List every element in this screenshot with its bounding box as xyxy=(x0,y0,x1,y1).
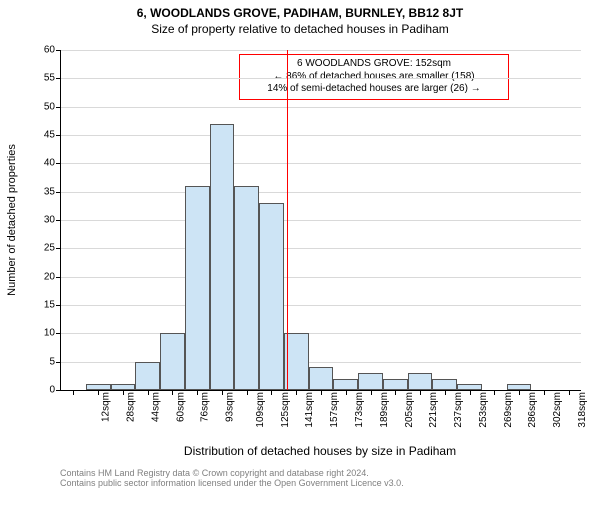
histogram-bar xyxy=(309,367,334,390)
chart-container: 6, WOODLANDS GROVE, PADIHAM, BURNLEY, BB… xyxy=(0,6,600,506)
histogram-bar xyxy=(507,384,532,390)
xtick-mark xyxy=(98,390,99,395)
histogram-bar xyxy=(111,384,136,390)
xtick-label: 141sqm xyxy=(299,392,316,428)
ytick-label: 35 xyxy=(44,186,61,197)
ytick-label: 40 xyxy=(44,158,61,169)
histogram-bar xyxy=(432,379,457,390)
xtick-label: 12sqm xyxy=(95,392,112,422)
histogram-bar xyxy=(135,362,160,390)
footer-line2: Contains public sector information licen… xyxy=(60,478,404,488)
annotation-line3: 14% of semi-detached houses are larger (… xyxy=(246,83,502,96)
xtick-mark xyxy=(395,390,396,395)
xtick-label: 125sqm xyxy=(274,392,291,428)
xtick-label: 205sqm xyxy=(398,392,415,428)
ytick-label: 50 xyxy=(44,101,61,112)
ytick-label: 10 xyxy=(44,328,61,339)
xtick-mark xyxy=(197,390,198,395)
footer-attribution: Contains HM Land Registry data © Crown c… xyxy=(60,468,404,488)
xtick-mark xyxy=(494,390,495,395)
histogram-bar xyxy=(259,203,284,390)
xtick-label: 189sqm xyxy=(373,392,390,428)
annotation-line1: 6 WOODLANDS GROVE: 152sqm xyxy=(246,58,502,71)
gridline xyxy=(61,248,581,249)
xtick-mark xyxy=(569,390,570,395)
histogram-bar xyxy=(86,384,111,390)
xtick-label: 28sqm xyxy=(120,392,137,422)
ytick-label: 5 xyxy=(49,356,61,367)
y-axis-title: Number of detached properties xyxy=(6,144,18,296)
xtick-label: 157sqm xyxy=(323,392,340,428)
xtick-mark xyxy=(445,390,446,395)
histogram-bar xyxy=(358,373,383,390)
gridline xyxy=(61,220,581,221)
ytick-label: 0 xyxy=(49,385,61,396)
gridline xyxy=(61,78,581,79)
xtick-mark xyxy=(519,390,520,395)
xtick-mark xyxy=(73,390,74,395)
reference-line xyxy=(287,50,288,390)
histogram-bar xyxy=(457,384,482,390)
histogram-bar xyxy=(408,373,433,390)
xtick-label: 302sqm xyxy=(546,392,563,428)
histogram-bar xyxy=(234,186,259,390)
gridline xyxy=(61,135,581,136)
plot-area: 6 WOODLANDS GROVE: 152sqm ← 86% of detac… xyxy=(60,50,581,391)
xtick-label: 286sqm xyxy=(521,392,538,428)
gridline xyxy=(61,163,581,164)
gridline xyxy=(61,333,581,334)
x-axis-title: Distribution of detached houses by size … xyxy=(60,444,580,458)
chart-title: 6, WOODLANDS GROVE, PADIHAM, BURNLEY, BB… xyxy=(0,6,600,20)
ytick-label: 30 xyxy=(44,215,61,226)
gridline xyxy=(61,192,581,193)
gridline xyxy=(61,50,581,51)
xtick-mark xyxy=(420,390,421,395)
histogram-bar xyxy=(333,379,358,390)
xtick-mark xyxy=(247,390,248,395)
xtick-mark xyxy=(470,390,471,395)
histogram-bar xyxy=(185,186,210,390)
xtick-mark xyxy=(346,390,347,395)
xtick-mark xyxy=(172,390,173,395)
ytick-label: 55 xyxy=(44,73,61,84)
histogram-bar xyxy=(160,333,185,390)
ytick-label: 20 xyxy=(44,271,61,282)
xtick-label: 109sqm xyxy=(249,392,266,428)
xtick-label: 318sqm xyxy=(571,392,588,428)
gridline xyxy=(61,305,581,306)
xtick-label: 173sqm xyxy=(348,392,365,428)
xtick-label: 253sqm xyxy=(472,392,489,428)
xtick-label: 93sqm xyxy=(219,392,236,422)
xtick-mark xyxy=(371,390,372,395)
xtick-label: 44sqm xyxy=(144,392,161,422)
xtick-mark xyxy=(321,390,322,395)
histogram-bar xyxy=(210,124,235,390)
chart-subtitle: Size of property relative to detached ho… xyxy=(0,22,600,36)
xtick-label: 60sqm xyxy=(169,392,186,422)
xtick-label: 334sqm xyxy=(596,392,600,428)
ytick-label: 60 xyxy=(44,45,61,56)
xtick-label: 221sqm xyxy=(422,392,439,428)
xtick-label: 269sqm xyxy=(497,392,514,428)
xtick-mark xyxy=(544,390,545,395)
gridline xyxy=(61,107,581,108)
ytick-label: 15 xyxy=(44,300,61,311)
gridline xyxy=(61,277,581,278)
ytick-label: 45 xyxy=(44,130,61,141)
xtick-mark xyxy=(148,390,149,395)
xtick-label: 76sqm xyxy=(194,392,211,422)
xtick-mark xyxy=(271,390,272,395)
xtick-mark xyxy=(296,390,297,395)
xtick-label: 237sqm xyxy=(447,392,464,428)
histogram-bar xyxy=(383,379,408,390)
annotation-line2: ← 86% of detached houses are smaller (15… xyxy=(246,71,502,84)
annotation-box: 6 WOODLANDS GROVE: 152sqm ← 86% of detac… xyxy=(239,54,509,100)
ytick-label: 25 xyxy=(44,243,61,254)
footer-line1: Contains HM Land Registry data © Crown c… xyxy=(60,468,404,478)
xtick-mark xyxy=(222,390,223,395)
xtick-mark xyxy=(123,390,124,395)
